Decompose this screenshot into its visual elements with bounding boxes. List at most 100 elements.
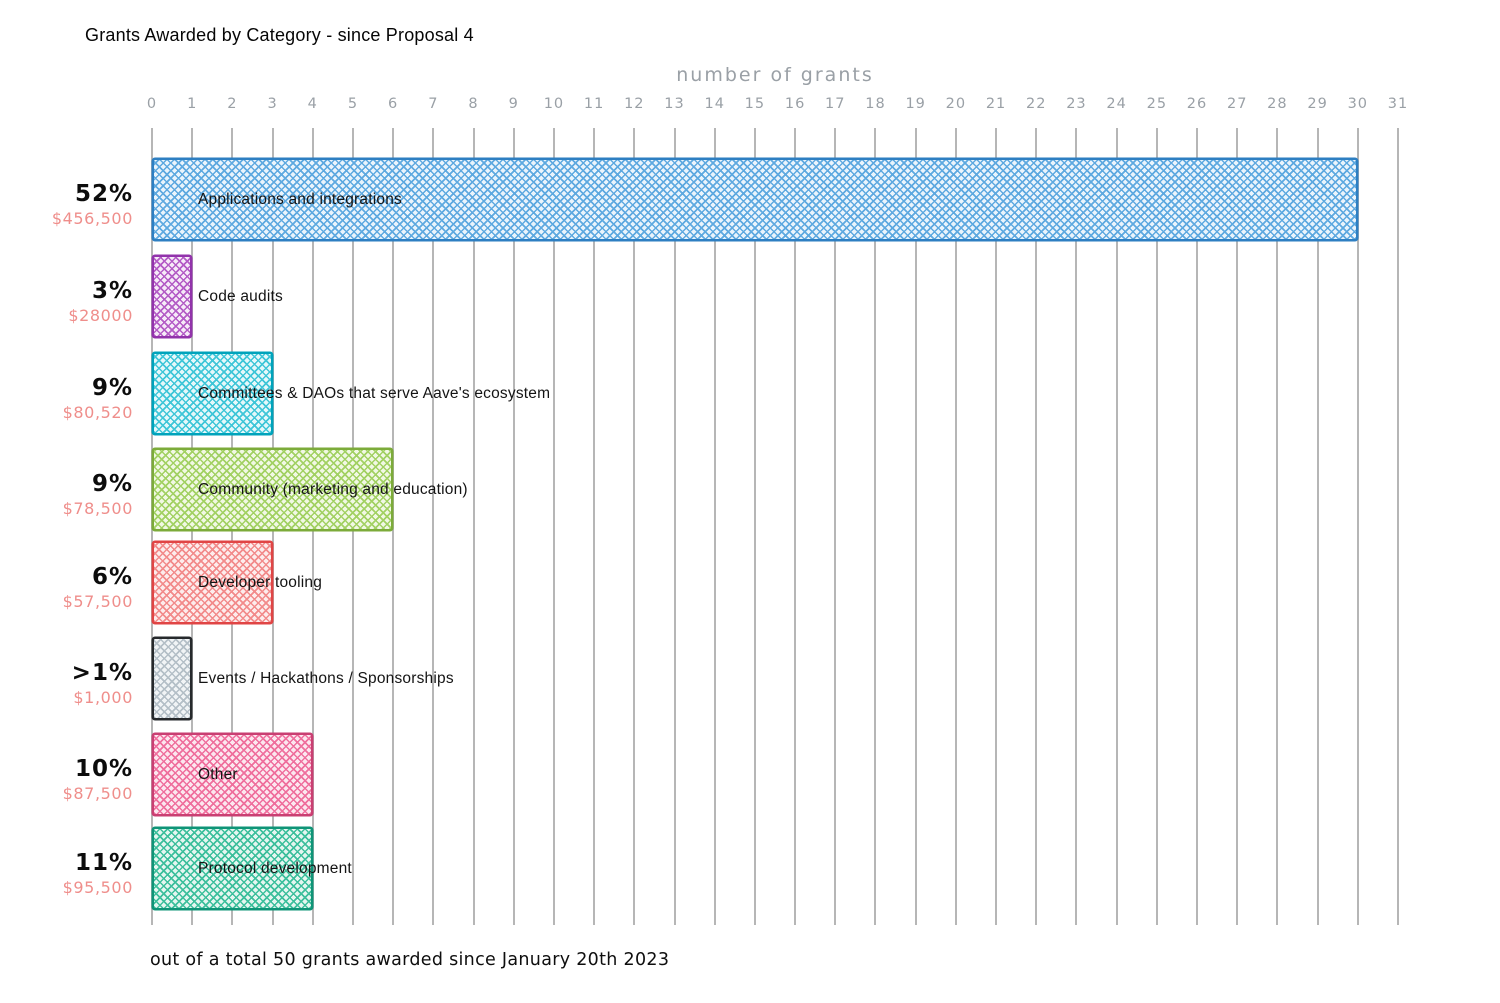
gridline bbox=[1397, 128, 1399, 925]
bar-category-label: Code audits bbox=[198, 287, 283, 305]
bar-value-labels: 10% $87,500 bbox=[0, 733, 133, 816]
plot-area: Applications and integrations Code audits… bbox=[151, 128, 1399, 925]
gridline bbox=[673, 128, 676, 925]
gridline bbox=[914, 128, 917, 925]
x-tick-label: 19 bbox=[905, 96, 926, 112]
bar-community-marketing-and-education bbox=[152, 448, 394, 531]
gridline bbox=[954, 128, 957, 925]
gridline bbox=[713, 128, 716, 925]
x-tick-label: 1 bbox=[187, 96, 198, 112]
bar-percent-label: 10% bbox=[74, 755, 133, 782]
gridline bbox=[1155, 128, 1158, 925]
bar-value-labels: 3% $28000 bbox=[0, 255, 133, 338]
bar-applications-and-integrations bbox=[152, 158, 1358, 241]
gridline bbox=[432, 128, 435, 925]
chart-footnote: out of a total 50 grants awarded since J… bbox=[150, 950, 670, 970]
gridline bbox=[874, 128, 877, 925]
bar-value-labels: 9% $80,520 bbox=[0, 352, 133, 435]
bar-percent-label: 3% bbox=[91, 277, 133, 304]
bar-amount-label: $456,500 bbox=[51, 209, 133, 229]
bar-amount-label: $1,000 bbox=[73, 688, 133, 708]
x-tick-label: 13 bbox=[664, 96, 685, 112]
bar-value-labels: >1% $1,000 bbox=[0, 637, 133, 720]
x-tick-label: 7 bbox=[428, 96, 439, 112]
x-tick-label: 25 bbox=[1146, 96, 1168, 112]
bar-percent-label: 52% bbox=[74, 180, 133, 207]
bar-category-label: Protocol development bbox=[198, 859, 352, 877]
x-tick-label: 30 bbox=[1347, 96, 1369, 112]
x-tick-label: 15 bbox=[744, 96, 766, 112]
gridline bbox=[794, 128, 797, 925]
bar-protocol-development bbox=[152, 827, 313, 910]
gridline bbox=[995, 128, 998, 925]
gridline bbox=[1356, 128, 1359, 925]
gridline bbox=[834, 128, 837, 925]
x-axis-tick-labels: 0 1 2 3 4 5 6 7 8 9 10 11 12 13 14 15 16 17 18 19 20 21 22 23 24… bbox=[147, 96, 1407, 118]
bar-percent-label: 6% bbox=[91, 563, 133, 590]
gridline bbox=[753, 128, 756, 925]
chart-title: Grants Awarded by Category - since Propo… bbox=[85, 25, 474, 45]
gridline bbox=[633, 128, 636, 925]
x-tick-label: 3 bbox=[267, 96, 278, 112]
bar-amount-label: $80,520 bbox=[62, 403, 133, 423]
bar-code-audits bbox=[152, 255, 193, 338]
x-tick-label: 9 bbox=[508, 96, 519, 112]
x-tick-label: 26 bbox=[1186, 96, 1208, 112]
gridline bbox=[1075, 128, 1078, 925]
bar-amount-label: $57,500 bbox=[62, 592, 133, 612]
x-axis-title: number of grants bbox=[676, 64, 874, 86]
gridline bbox=[1115, 128, 1118, 925]
bar-category-label: Community (marketing and education) bbox=[198, 480, 468, 498]
x-tick-label: 11 bbox=[583, 96, 605, 112]
gridline bbox=[392, 128, 395, 925]
gridline bbox=[1276, 128, 1279, 925]
x-tick-label: 16 bbox=[784, 96, 806, 112]
bar-value-labels: 11% $95,500 bbox=[0, 827, 133, 910]
bar-value-labels: 9% $78,500 bbox=[0, 448, 133, 531]
bar-category-label: Applications and integrations bbox=[198, 190, 402, 208]
x-tick-label: 0 bbox=[146, 96, 158, 112]
bar-percent-label: 9% bbox=[91, 470, 133, 497]
bar-percent-label: 9% bbox=[91, 374, 133, 401]
gridline bbox=[1316, 128, 1319, 925]
bar-committees-daos-that-serve-aave-s-ecosystem bbox=[152, 352, 273, 435]
gridline bbox=[593, 128, 596, 925]
gridline bbox=[1035, 128, 1038, 925]
x-tick-label: 20 bbox=[945, 96, 967, 112]
bar-events-hackathons-sponsorships bbox=[152, 637, 193, 720]
gridline bbox=[1236, 128, 1239, 925]
x-tick-label: 10 bbox=[543, 96, 565, 112]
x-tick-label: 2 bbox=[227, 96, 238, 112]
bar-category-label: Developer tooling bbox=[198, 573, 323, 591]
x-tick-label: 8 bbox=[468, 96, 479, 112]
x-tick-label: 29 bbox=[1307, 96, 1328, 112]
gridline bbox=[1196, 128, 1199, 925]
x-tick-label: 22 bbox=[1026, 96, 1047, 112]
bar-amount-label: $78,500 bbox=[62, 499, 133, 519]
x-tick-label: 14 bbox=[704, 96, 725, 112]
x-tick-label: 4 bbox=[307, 96, 318, 112]
gridline bbox=[552, 128, 555, 925]
bar-category-label: Events / Hackathons / Sponsorships bbox=[198, 669, 454, 687]
x-tick-label: 21 bbox=[985, 96, 1007, 112]
x-tick-label: 23 bbox=[1066, 96, 1087, 112]
x-tick-label: 31 bbox=[1387, 96, 1409, 112]
x-tick-label: 18 bbox=[865, 96, 886, 112]
x-tick-label: 17 bbox=[825, 96, 846, 112]
bar-developer-tooling bbox=[152, 541, 273, 624]
bar-amount-label: $28000 bbox=[68, 306, 133, 326]
bar-other bbox=[152, 733, 313, 816]
bar-percent-label: 11% bbox=[74, 849, 133, 876]
x-tick-label: 12 bbox=[624, 96, 645, 112]
x-tick-label: 28 bbox=[1267, 96, 1288, 112]
x-tick-label: 5 bbox=[347, 96, 359, 112]
x-tick-label: 6 bbox=[388, 96, 399, 112]
bar-value-labels: 6% $57,500 bbox=[0, 541, 133, 624]
bar-percent-label: >1% bbox=[71, 659, 133, 686]
gridline bbox=[512, 128, 515, 925]
x-tick-label: 27 bbox=[1226, 96, 1248, 112]
x-tick-label: 24 bbox=[1106, 96, 1127, 112]
bar-category-label: Committees & DAOs that serve Aave's ecos… bbox=[198, 384, 551, 402]
bar-category-label: Other bbox=[198, 765, 238, 783]
